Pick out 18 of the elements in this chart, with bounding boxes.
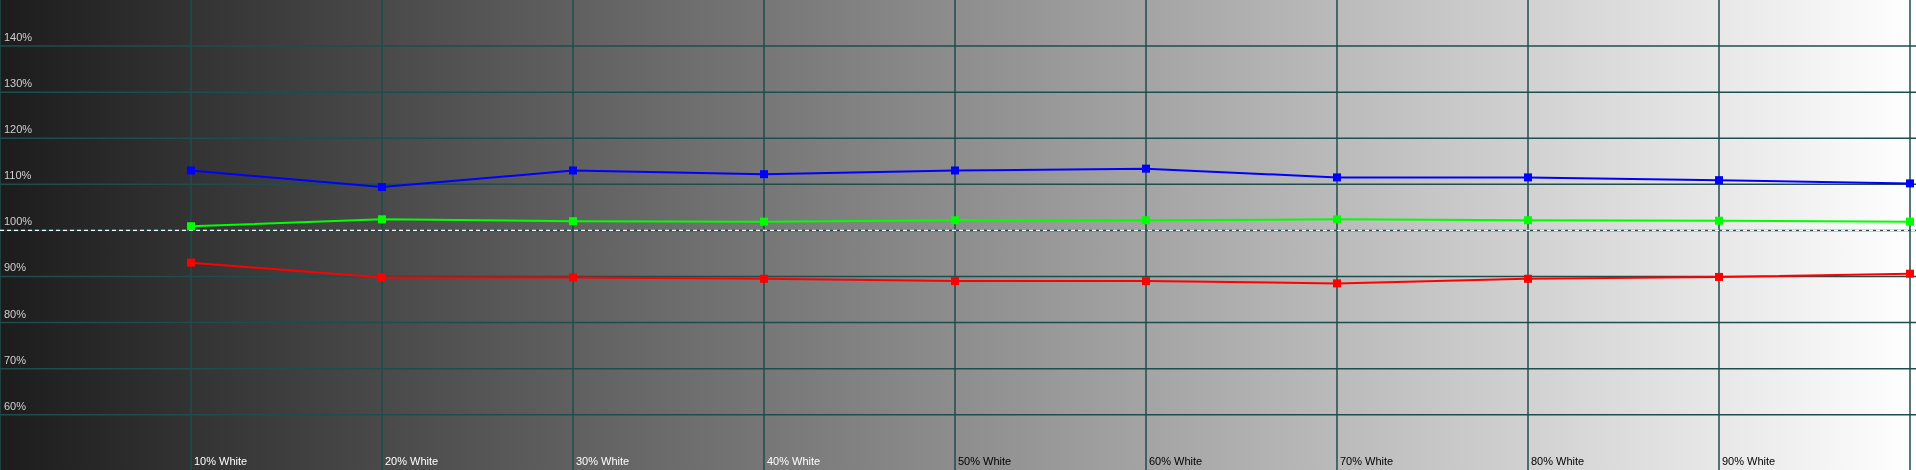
y-tick-label: 80%	[4, 307, 27, 320]
x-tick-label: 90% White	[1722, 455, 1776, 467]
y-tick-label: 130%	[4, 77, 33, 90]
x-tick-label: 10% White	[194, 455, 248, 467]
y-tick-label: 60%	[4, 399, 27, 412]
y-tick-label: 110%	[4, 169, 32, 182]
y-tick-label: 120%	[4, 123, 33, 136]
x-tick-label: 40% White	[767, 455, 821, 467]
y-tick-label: 100%	[4, 215, 33, 228]
x-tick-label: 70% White	[1340, 455, 1394, 467]
x-tick-label: 80% White	[1531, 455, 1585, 467]
y-tick-label: 140%	[4, 31, 33, 44]
x-tick-label: 60% White	[1149, 455, 1203, 467]
x-tick-label: 50% White	[958, 455, 1012, 467]
x-tick-label: 20% White	[385, 455, 439, 467]
y-tick-label: 90%	[4, 261, 27, 274]
x-tick-label: 30% White	[576, 455, 630, 467]
y-tick-label: 70%	[4, 353, 27, 366]
